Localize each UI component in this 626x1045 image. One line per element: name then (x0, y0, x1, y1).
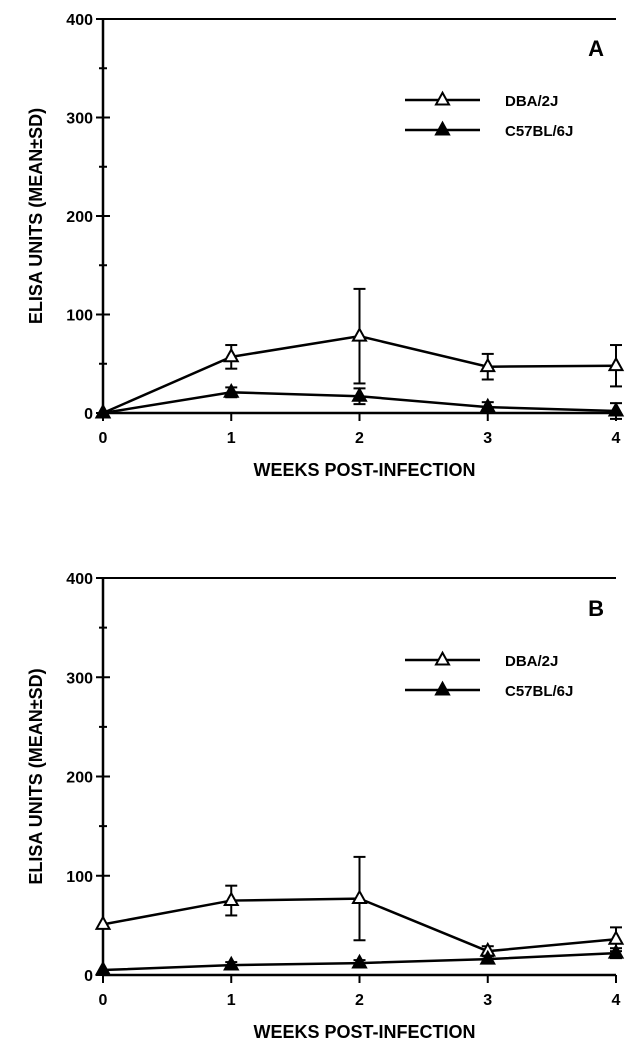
x-tick-label: 2 (355, 992, 364, 1009)
data-point (607, 356, 625, 372)
x-tick-label: 4 (612, 992, 621, 1009)
data-point (94, 403, 112, 419)
data-point (351, 386, 368, 402)
x-tick-label: 1 (227, 992, 236, 1009)
y-tick-label: 300 (66, 670, 93, 687)
data-point (479, 397, 496, 413)
x-tick-label: 0 (99, 992, 108, 1009)
y-tick-label: 0 (84, 406, 93, 423)
data-point (607, 929, 625, 945)
legend-label: C57BL/6J (505, 123, 573, 140)
data-point (94, 960, 112, 976)
legend-marker (434, 90, 451, 106)
data-point (351, 953, 368, 969)
legend-marker (434, 650, 451, 666)
data-point (479, 949, 496, 965)
y-tick-label: 200 (66, 209, 93, 226)
data-point (223, 383, 240, 398)
legend-label: C57BL/6J (505, 683, 573, 700)
x-tick-label: 2 (355, 430, 364, 447)
y-tick-label: 100 (66, 308, 93, 325)
data-point (94, 915, 112, 930)
y-tick-label: 400 (66, 12, 93, 29)
y-tick-label: 200 (66, 770, 93, 787)
legend-marker (434, 120, 451, 136)
y-axis-label: ELISA UNITS (MEAN±SD) (26, 668, 46, 884)
x-tick-label: 3 (483, 430, 492, 447)
x-axis-label: WEEKS POST-INFECTION (253, 460, 475, 480)
data-point (479, 357, 496, 373)
data-point (223, 347, 240, 363)
data-point (223, 955, 240, 971)
x-tick-label: 1 (227, 430, 236, 447)
data-point (351, 889, 368, 905)
legend-label: DBA/2J (505, 653, 558, 670)
legend-marker (434, 680, 451, 696)
legend-label: DBA/2J (505, 93, 558, 110)
data-point (607, 943, 625, 959)
y-axis-label: ELISA UNITS (MEAN±SD) (26, 108, 46, 324)
x-tick-label: 3 (483, 992, 492, 1009)
y-tick-label: 0 (84, 968, 93, 985)
panel-b: 0 100 200 300 400 0 1 2 3 4 WEEKS POST-INFECTION EL… (26, 571, 625, 1042)
x-tick-label: 0 (99, 430, 108, 447)
y-tick-label: 400 (66, 571, 93, 588)
data-point (223, 891, 240, 907)
x-axis-label: WEEKS POST-INFECTION (253, 1022, 475, 1042)
y-tick-label: 100 (66, 869, 93, 886)
y-tick-label: 300 (66, 111, 93, 128)
panel-letter: B (588, 596, 604, 621)
panel-a: 0 100 200 300 400 0 1 2 3 4 WEEKS POST-INFECTION EL… (26, 12, 625, 480)
data-point (607, 401, 625, 417)
panel-letter: A (588, 36, 604, 61)
x-tick-label: 4 (612, 430, 621, 447)
data-point (351, 326, 368, 342)
